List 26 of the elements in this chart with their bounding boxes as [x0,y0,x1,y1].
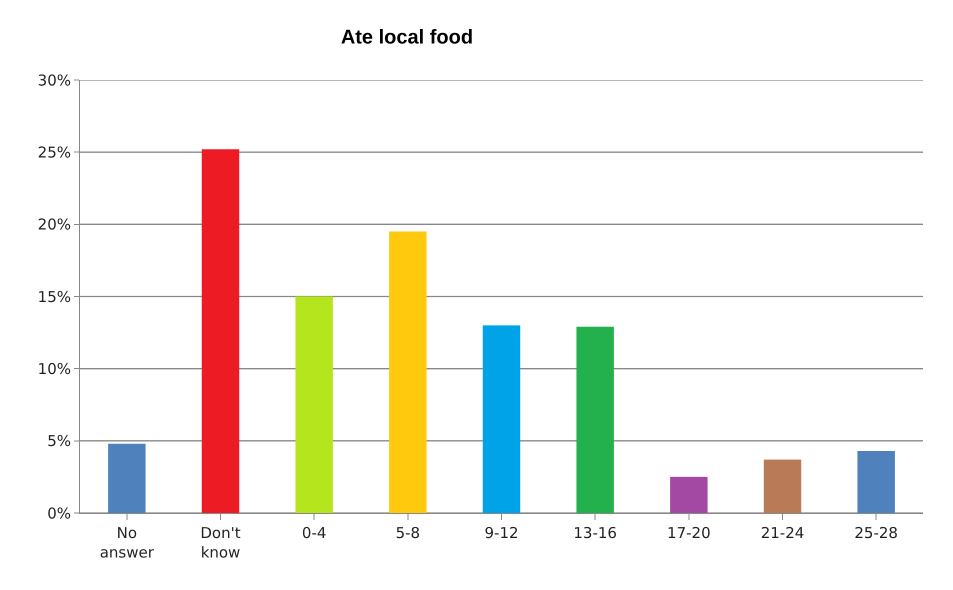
bar [576,326,614,513]
bar [670,476,708,513]
y-tick-label: 20% [38,216,71,234]
x-tick-label: 17-20 [667,524,711,542]
bar [295,296,333,513]
x-tick-label: 25-28 [854,524,898,542]
x-tick-label: 13-16 [573,524,617,542]
bar [482,325,520,513]
x-tick-label: 21-24 [760,524,804,542]
bar [857,450,895,513]
y-tick-label: 10% [38,360,71,378]
x-tick-label: Don't know [200,524,241,562]
y-tick-label: 5% [47,432,71,450]
bar [389,232,427,513]
y-tick-label: 15% [38,288,71,306]
chart-title: Ate local food [340,26,474,48]
y-tick-label: 25% [38,143,71,162]
x-tick-label: 9-12 [484,524,519,542]
x-tick-label: 0-4 [302,524,326,542]
x-tick-label: No answer [100,524,155,562]
bar [764,460,802,513]
y-tick-label: 30% [38,71,71,90]
y-tick-label: 0% [47,504,71,522]
bar [202,149,240,513]
bar [108,444,146,513]
x-tick-label: 5-8 [396,524,420,542]
